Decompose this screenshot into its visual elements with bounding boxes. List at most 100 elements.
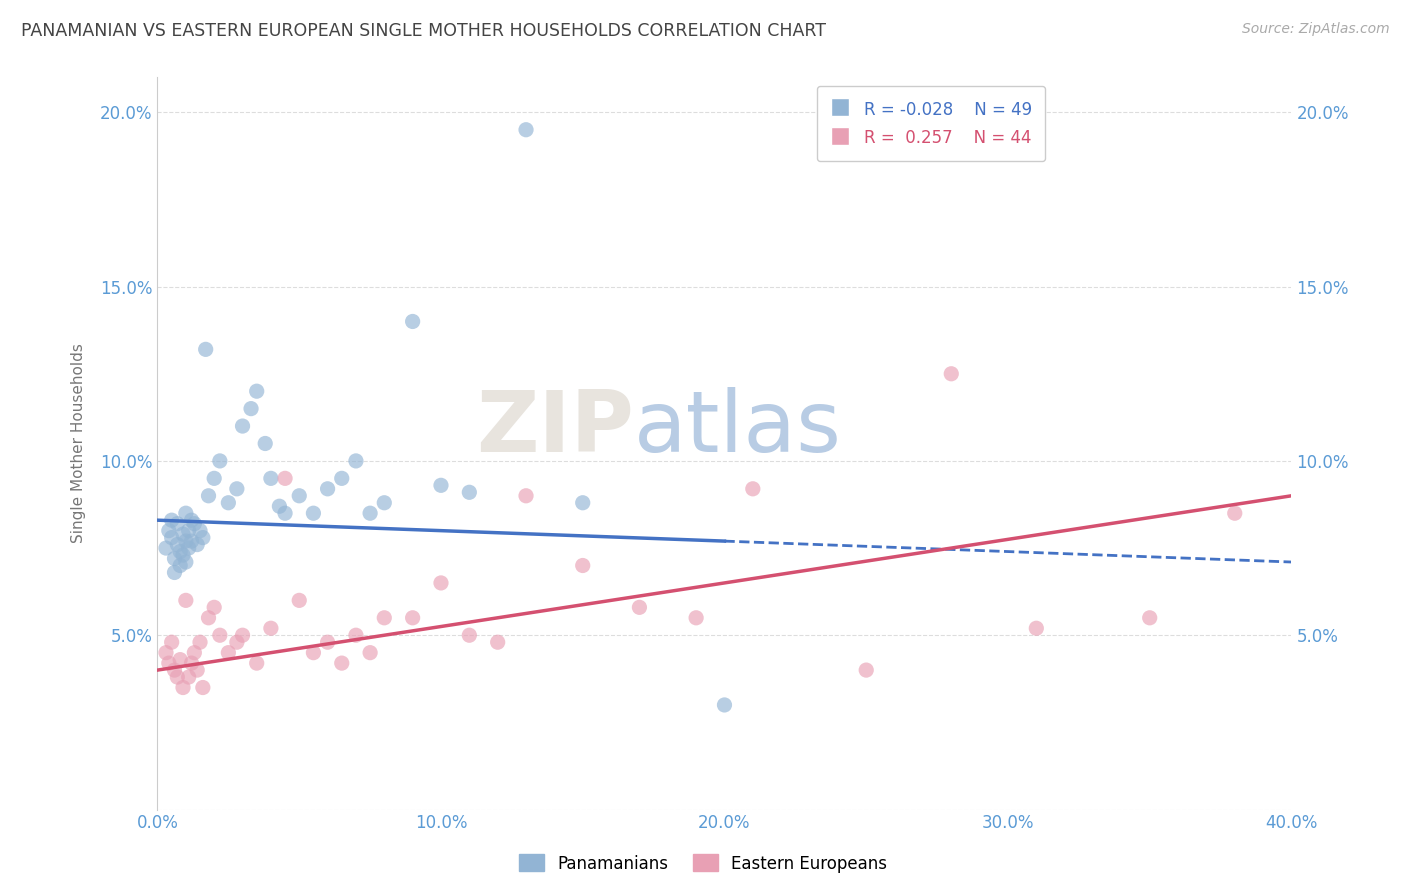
Point bbox=[246, 656, 269, 670]
Point bbox=[316, 482, 339, 496]
Point bbox=[302, 506, 325, 520]
Point bbox=[401, 611, 423, 625]
Point bbox=[217, 646, 239, 660]
Point bbox=[741, 482, 763, 496]
Point bbox=[685, 611, 707, 625]
Point bbox=[330, 656, 353, 670]
Point bbox=[183, 516, 205, 531]
Point bbox=[225, 482, 247, 496]
Point bbox=[183, 646, 205, 660]
Point bbox=[260, 621, 283, 635]
Point bbox=[628, 600, 651, 615]
Point bbox=[373, 611, 395, 625]
Point bbox=[174, 506, 197, 520]
Text: atlas: atlas bbox=[634, 387, 842, 470]
Point bbox=[430, 576, 453, 591]
Point bbox=[260, 471, 283, 485]
Point bbox=[169, 652, 191, 666]
Point bbox=[515, 122, 537, 136]
Point bbox=[232, 628, 254, 642]
Point bbox=[359, 506, 381, 520]
Point bbox=[188, 524, 211, 538]
Point bbox=[302, 646, 325, 660]
Y-axis label: Single Mother Households: Single Mother Households bbox=[72, 343, 86, 543]
Point bbox=[157, 656, 180, 670]
Text: Source: ZipAtlas.com: Source: ZipAtlas.com bbox=[1241, 22, 1389, 37]
Point bbox=[288, 593, 311, 607]
Point bbox=[571, 558, 593, 573]
Point bbox=[172, 527, 194, 541]
Point bbox=[177, 524, 200, 538]
Point bbox=[1025, 621, 1047, 635]
Point bbox=[202, 471, 225, 485]
Point bbox=[288, 489, 311, 503]
Point bbox=[166, 516, 188, 531]
Point bbox=[180, 656, 202, 670]
Point bbox=[240, 401, 263, 416]
Point bbox=[188, 635, 211, 649]
Point bbox=[172, 548, 194, 562]
Legend: R = -0.028    N = 49, R =  0.257    N = 44: R = -0.028 N = 49, R = 0.257 N = 44 bbox=[817, 86, 1045, 161]
Point bbox=[515, 489, 537, 503]
Point bbox=[186, 663, 208, 677]
Point bbox=[330, 471, 353, 485]
Point bbox=[373, 496, 395, 510]
Text: ZIP: ZIP bbox=[477, 387, 634, 470]
Point bbox=[202, 600, 225, 615]
Point bbox=[186, 538, 208, 552]
Point bbox=[359, 646, 381, 660]
Point bbox=[160, 513, 183, 527]
Point bbox=[163, 551, 186, 566]
Point bbox=[197, 611, 219, 625]
Point bbox=[401, 314, 423, 328]
Point bbox=[571, 496, 593, 510]
Point bbox=[208, 628, 231, 642]
Point bbox=[155, 541, 177, 555]
Point bbox=[174, 555, 197, 569]
Point bbox=[344, 454, 367, 468]
Point bbox=[169, 544, 191, 558]
Point bbox=[254, 436, 277, 450]
Point bbox=[855, 663, 877, 677]
Point bbox=[1139, 611, 1161, 625]
Point bbox=[217, 496, 239, 510]
Point bbox=[163, 663, 186, 677]
Point bbox=[155, 646, 177, 660]
Point bbox=[174, 593, 197, 607]
Point bbox=[177, 670, 200, 684]
Point bbox=[180, 534, 202, 549]
Point bbox=[274, 506, 297, 520]
Point bbox=[157, 524, 180, 538]
Point bbox=[169, 558, 191, 573]
Point bbox=[180, 513, 202, 527]
Point bbox=[316, 635, 339, 649]
Point bbox=[197, 489, 219, 503]
Point bbox=[274, 471, 297, 485]
Point bbox=[941, 367, 963, 381]
Legend: Panamanians, Eastern Europeans: Panamanians, Eastern Europeans bbox=[512, 847, 894, 880]
Point bbox=[174, 534, 197, 549]
Point bbox=[269, 500, 291, 514]
Text: PANAMANIAN VS EASTERN EUROPEAN SINGLE MOTHER HOUSEHOLDS CORRELATION CHART: PANAMANIAN VS EASTERN EUROPEAN SINGLE MO… bbox=[21, 22, 827, 40]
Point bbox=[486, 635, 509, 649]
Point bbox=[172, 681, 194, 695]
Point bbox=[430, 478, 453, 492]
Point bbox=[208, 454, 231, 468]
Point bbox=[163, 566, 186, 580]
Point bbox=[166, 538, 188, 552]
Point bbox=[225, 635, 247, 649]
Point bbox=[344, 628, 367, 642]
Point bbox=[194, 343, 217, 357]
Point bbox=[166, 670, 188, 684]
Point bbox=[458, 485, 481, 500]
Point bbox=[458, 628, 481, 642]
Point bbox=[232, 419, 254, 434]
Point bbox=[160, 531, 183, 545]
Point bbox=[177, 541, 200, 555]
Point bbox=[191, 681, 214, 695]
Point bbox=[1223, 506, 1246, 520]
Point bbox=[191, 531, 214, 545]
Point bbox=[246, 384, 269, 399]
Point bbox=[160, 635, 183, 649]
Point bbox=[713, 698, 735, 712]
